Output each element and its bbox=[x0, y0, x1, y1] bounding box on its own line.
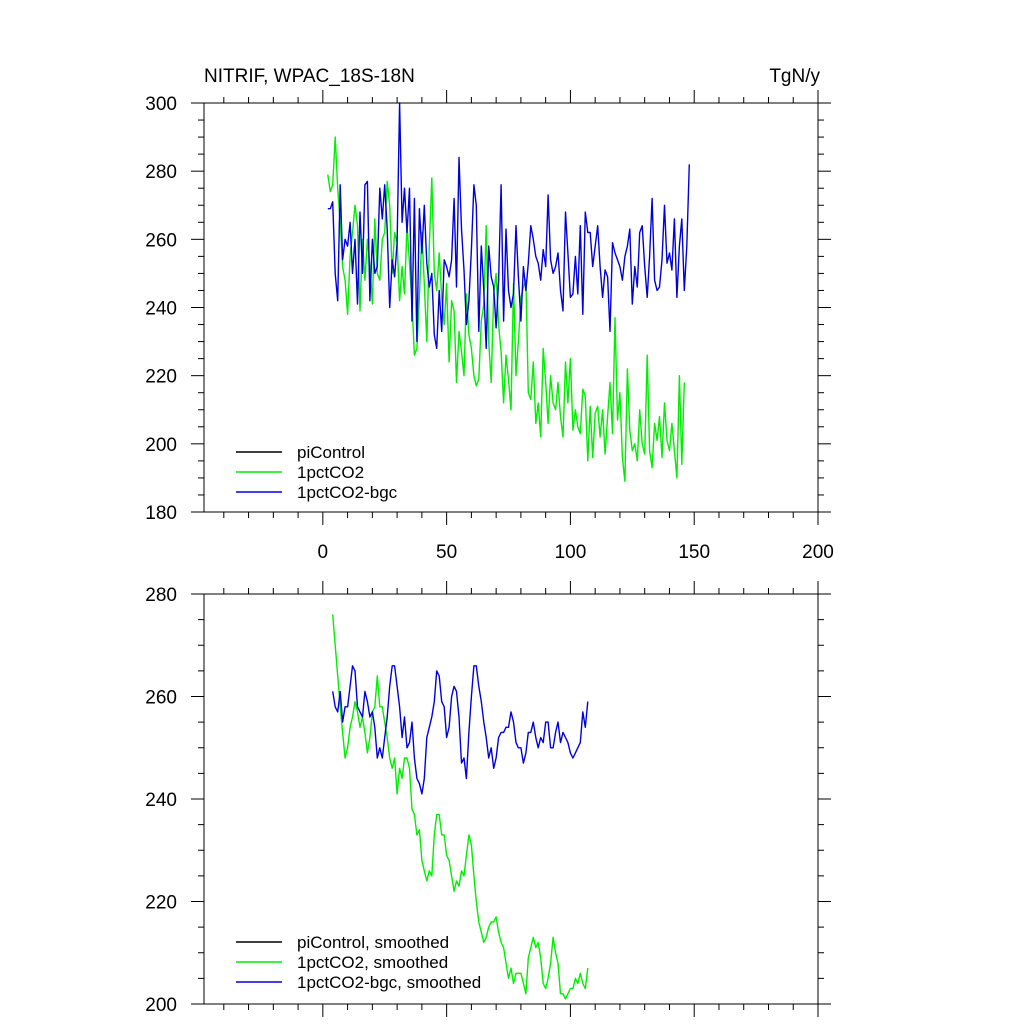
series-line-1pctco2-bgc bbox=[327, 102, 690, 350]
bottom-panel-ticks bbox=[191, 581, 831, 1017]
legend-label: 1pctCO2-bgc bbox=[297, 483, 398, 502]
top-panel-title: NITRIF, WPAC_18S-18N bbox=[204, 66, 415, 87]
legend-label: piControl bbox=[297, 443, 365, 462]
y-tick-label: 220 bbox=[145, 367, 177, 388]
top-panel-ticks bbox=[191, 90, 831, 525]
y-tick-label: 240 bbox=[145, 299, 177, 320]
bottom-panel-series bbox=[332, 614, 589, 1000]
y-tick-label: 300 bbox=[145, 94, 177, 115]
series-line-1pctco2-smoothed bbox=[332, 614, 589, 1000]
y-tick-label: 200 bbox=[145, 995, 177, 1016]
y-tick-label: 280 bbox=[145, 585, 177, 606]
series-line-1pctco2-bgc-smoothed bbox=[332, 665, 589, 795]
legend-label: 1pctCO2 bbox=[297, 463, 364, 482]
x-tick-label: 50 bbox=[436, 542, 457, 563]
x-tick-label: 0 bbox=[318, 542, 329, 563]
legend-label: piControl, smoothed bbox=[297, 933, 449, 952]
y-tick-label: 280 bbox=[145, 162, 177, 183]
bottom-panel-frame bbox=[203, 593, 819, 1005]
legend-label: 1pctCO2, smoothed bbox=[297, 953, 448, 972]
x-tick-label: 200 bbox=[802, 542, 834, 563]
bottom-panel-tick-labels: 200 220 240 260 280 bbox=[145, 585, 177, 1016]
top-panel-units: TgN/y bbox=[769, 66, 820, 87]
y-tick-label: 260 bbox=[145, 230, 177, 251]
y-tick-label: 180 bbox=[145, 503, 177, 524]
series-line-1pctco2 bbox=[327, 136, 685, 482]
x-tick-label: 150 bbox=[678, 542, 710, 563]
x-tick-label: 100 bbox=[555, 542, 587, 563]
top-panel-series bbox=[327, 102, 690, 482]
legend-label: 1pctCO2-bgc, smoothed bbox=[297, 973, 481, 992]
top-panel-tick-labels: 180 200 220 240 260 280 300 0 50 100 150 200 bbox=[145, 94, 834, 563]
y-tick-label: 260 bbox=[145, 688, 177, 709]
y-tick-label: 240 bbox=[145, 790, 177, 811]
top-panel: NITRIF, WPAC_18S-18N TgN/y 180 200 220 240 2… bbox=[145, 66, 834, 563]
top-panel-frame bbox=[203, 102, 819, 513]
y-tick-label: 200 bbox=[145, 435, 177, 456]
y-tick-label: 220 bbox=[145, 893, 177, 914]
